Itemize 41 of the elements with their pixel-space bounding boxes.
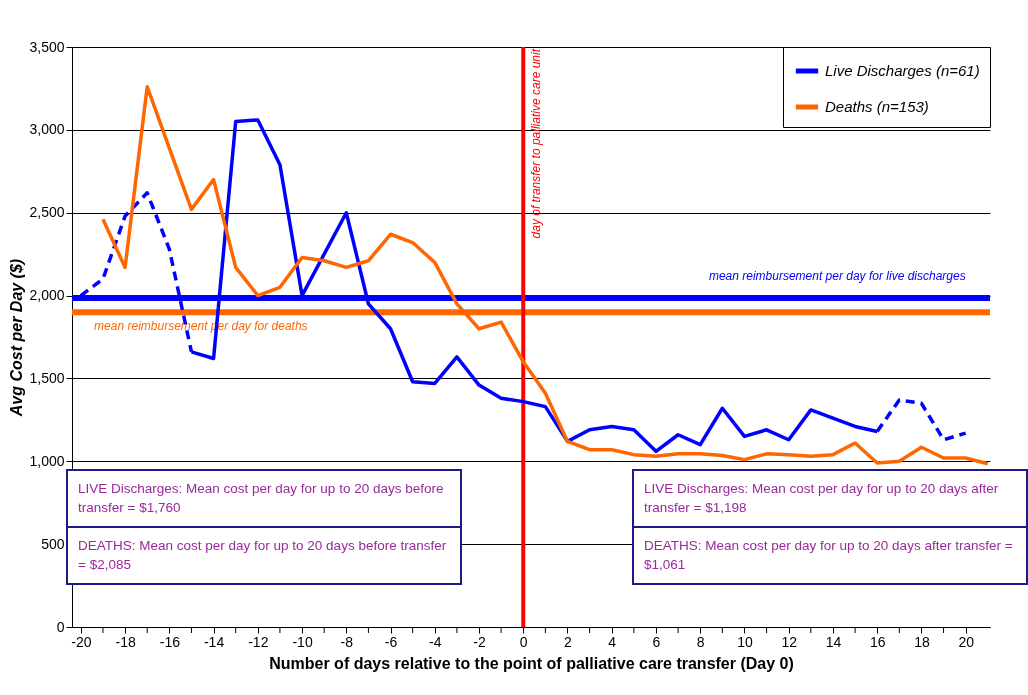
x-tick-label: 12 xyxy=(781,633,798,650)
y-tick-label: 1,500 xyxy=(29,369,65,386)
annotation: LIVE Discharges: Mean cost per day for up to 20 days before transfer = $1,760 xyxy=(77,479,445,518)
x-tick-label: -2 xyxy=(473,633,486,650)
legend-label: Deaths (n=153) xyxy=(825,98,929,115)
note-box: LIVE Discharges: Mean cost per day for up to 20 days after transfer = $1,198 DEATHS: Mean cost per day for up to 20 days after transfer = $1,061 xyxy=(632,468,1028,585)
x-tick-label: -6 xyxy=(384,633,398,650)
x-tick-label: -14 xyxy=(203,633,225,650)
x-tick-label: -8 xyxy=(340,633,354,650)
annotation: LIVE Discharges: Mean cost per day for up to 20 days after transfer = $1,198 xyxy=(643,479,1000,518)
x-axis-title: Number of days relative to the point of palliative care transfer (Day 0) xyxy=(269,654,794,672)
y-tick-label: 2,000 xyxy=(29,287,65,304)
annotation: DEATHS: Mean cost per day for up to 20 days before transfer = $2,085 xyxy=(68,525,460,583)
x-tick-label: 18 xyxy=(914,633,930,650)
y-tick-label: 500 xyxy=(41,535,65,552)
y-tick-label: 3,000 xyxy=(29,121,65,138)
x-tick-label: 2 xyxy=(564,633,573,650)
y-axis-title: Avg Cost per Day ($) xyxy=(8,258,26,418)
x-tick-label: 8 xyxy=(696,633,705,650)
y-tick-label: 0 xyxy=(56,618,65,635)
y-tick-label: 1,000 xyxy=(29,452,65,469)
x-tick-label: 20 xyxy=(958,633,975,650)
ref-line-label: day of transfer to palliative care unit xyxy=(529,48,544,239)
y-tick-label: 3,500 xyxy=(29,38,65,55)
x-tick-label: -10 xyxy=(292,633,313,650)
annotation: DEATHS: Mean cost per day for up to 20 days after transfer = $1,061 xyxy=(634,525,1026,583)
y-tick-label: 2,500 xyxy=(29,204,65,221)
x-tick-label: -12 xyxy=(248,633,269,650)
note-box: LIVE Discharges: Mean cost per day for up to 20 days before transfer = $1,760 DEATHS: Mean cost per day for up to 20 days before transfer = $2,085 xyxy=(66,468,462,585)
x-tick-label: 4 xyxy=(608,633,617,650)
x-tick-label: 6 xyxy=(652,633,661,650)
legend-label: Live Discharges (n=61) xyxy=(825,62,980,79)
x-tick-label: 14 xyxy=(825,633,842,650)
x-tick-label: 16 xyxy=(869,633,886,650)
x-tick-label: -20 xyxy=(71,633,92,650)
x-tick-label: -16 xyxy=(159,633,181,650)
x-tick-label: 0 xyxy=(519,633,528,650)
x-tick-label: -4 xyxy=(429,633,442,650)
x-tick-label: 10 xyxy=(737,633,753,650)
x-tick-label: -18 xyxy=(115,633,136,650)
ref-line-label: mean reimbursement per day for live discharges xyxy=(708,269,966,284)
